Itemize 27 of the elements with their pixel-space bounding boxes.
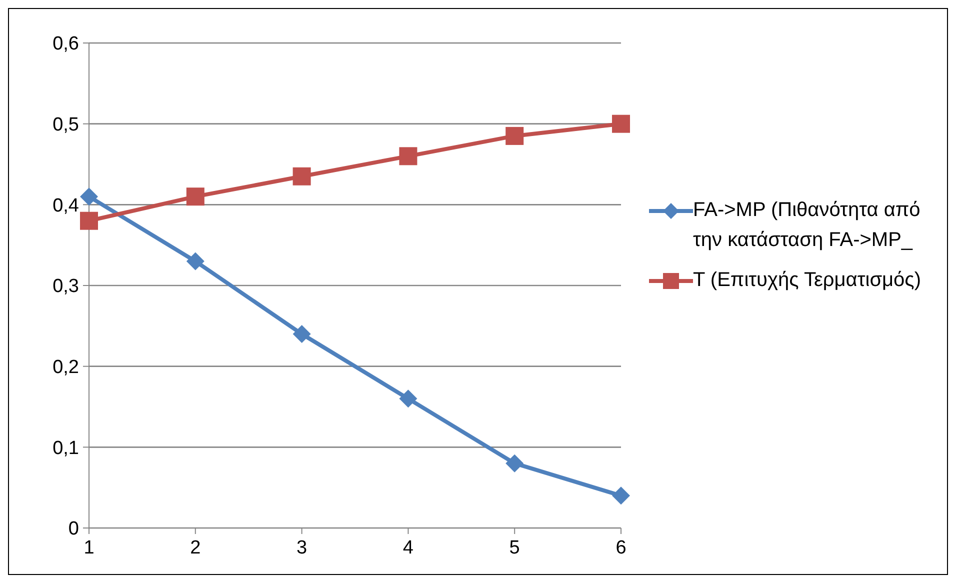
x-tick-label: 5 [509,537,520,558]
legend-label: FA->MP (Πιθανότητα από την κατάσταση FA->MP_ [693,198,922,253]
y-tick-label: 0,5 [52,114,79,136]
x-tick-label: 6 [616,537,626,558]
point [506,126,524,145]
point [399,147,418,166]
y-tick-label: 0,4 [52,195,80,216]
point [612,486,630,505]
y-tick-label: 0,3 [52,276,79,298]
point [186,252,204,270]
point [292,325,311,343]
y-tick-label: 0 [68,518,79,540]
legend-label: T (Επιτυχής Τερματισμός) [693,268,922,293]
x-tick-label: 2 [190,537,201,558]
y-tick-label: 0,2 [52,357,79,378]
point [80,212,98,230]
x-tick-label: 3 [296,537,308,558]
y-tick-label: 0,6 [52,34,79,55]
point [506,454,524,472]
x-tick-label: 1 [84,537,94,558]
point [399,390,418,408]
x-tick-label: 4 [402,537,414,558]
point [292,167,311,186]
point [80,188,98,206]
point [612,114,630,133]
y-tick-label: 0,1 [52,438,79,459]
point [186,188,204,206]
